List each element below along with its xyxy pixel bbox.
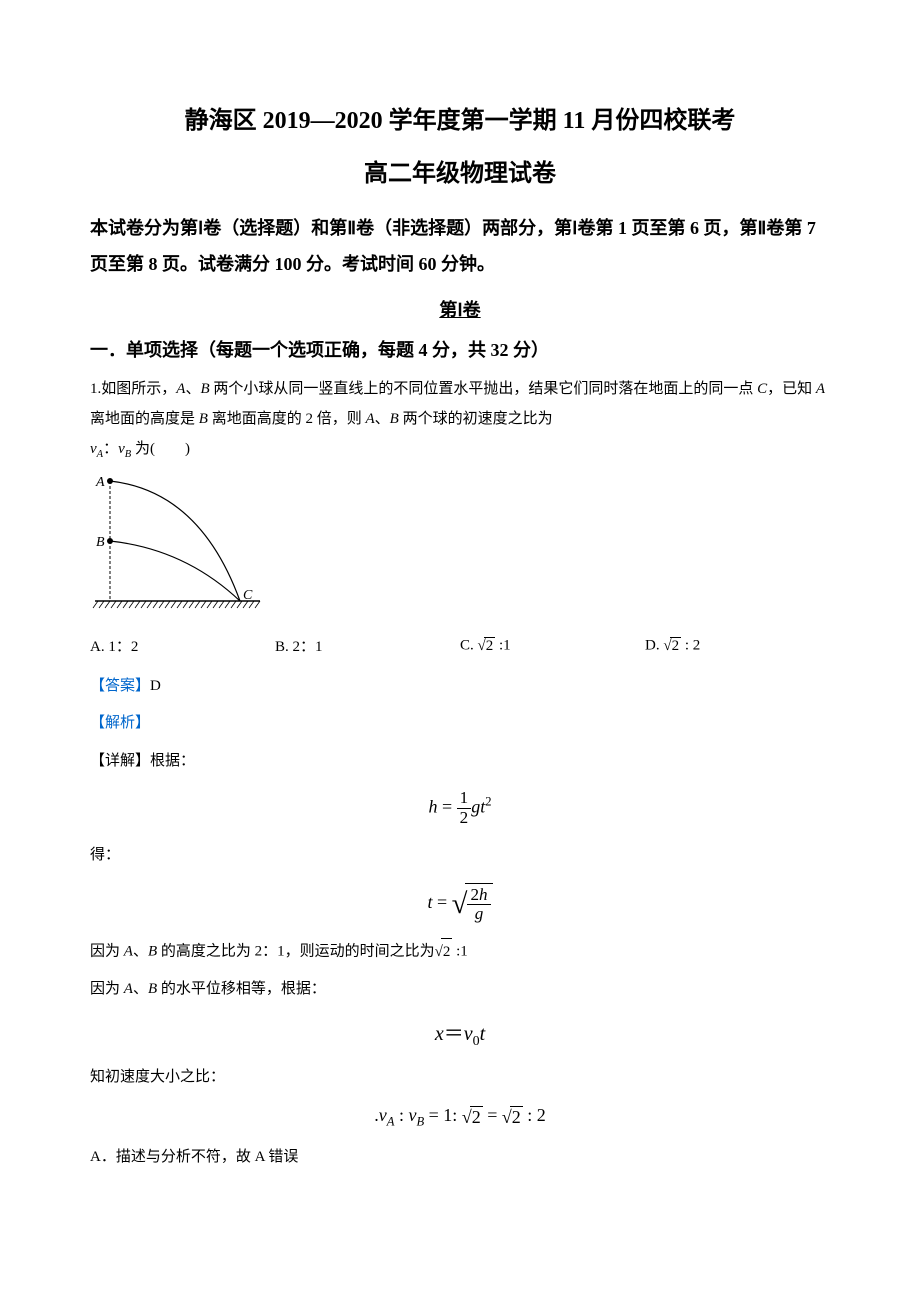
f3-sub: 0 <box>473 1034 480 1049</box>
formula-2: t = √2hg <box>90 883 830 925</box>
ratio-vb: v <box>118 441 125 457</box>
f2-eq: = <box>432 892 451 912</box>
q-body-mid1: 、 <box>185 381 200 397</box>
f1-den: 2 <box>457 809 472 828</box>
f1-num: 1 <box>457 789 472 809</box>
detail-line-5: 知初速度大小之比： <box>90 1064 830 1091</box>
formula-1: h = 12gt2 <box>90 789 830 828</box>
answer-value: D <box>150 678 161 694</box>
question-number: 1. <box>90 381 101 397</box>
l3-sqrt: √2 <box>435 938 453 966</box>
f4-va: v <box>379 1105 387 1125</box>
f3-v: v <box>464 1023 473 1045</box>
opt-A-text: 1：2 <box>108 639 138 655</box>
option-A: A. 1：2 <box>90 635 275 656</box>
f3-t: t <box>480 1023 486 1045</box>
detail-line-3: 因为 A、B 的高度之比为 2：1，则运动的时间之比为√2 :1 <box>90 938 830 966</box>
option-B: B. 2：1 <box>275 635 460 656</box>
formula-3: x＝v0t <box>90 1017 830 1050</box>
q-body-mid3: ，已知 <box>767 381 816 397</box>
f3-x: x <box>435 1023 444 1045</box>
f4-sqrt2: √2 <box>502 1106 523 1128</box>
var-B2: B <box>199 411 208 427</box>
l3-B: B <box>148 944 157 960</box>
opt-C-tail: :1 <box>495 637 510 653</box>
l3-A: A <box>124 944 133 960</box>
opt-A-label: A. <box>90 639 108 655</box>
ratio-colon: ： <box>103 441 118 457</box>
l3-pre: 因为 <box>90 944 124 960</box>
f4-tail: : 2 <box>523 1105 546 1125</box>
f4-eq2: = <box>483 1105 502 1125</box>
l4-mid: 、 <box>133 981 148 997</box>
f1-frac: 12 <box>457 789 472 828</box>
svg-text:A: A <box>95 475 105 490</box>
f4-eq: = 1: <box>424 1105 462 1125</box>
l3-mid: 、 <box>133 944 148 960</box>
f2-den: g <box>467 905 490 924</box>
question-1-diagram: A B C <box>90 471 830 621</box>
detail-label: 【详解】 <box>90 753 150 769</box>
f4-sb: B <box>416 1115 424 1129</box>
formula-4: .vA : vB = 1: √2 = √2 : 2 <box>90 1105 830 1130</box>
exam-title-sub: 高二年级物理试卷 <box>90 153 830 188</box>
l4-B: B <box>148 981 157 997</box>
q-body-mid5: 离地面高度的 2 倍，则 <box>208 411 366 427</box>
exam-title-main: 静海区 2019—2020 学年度第一学期 11 月份四校联考 <box>90 100 830 135</box>
part-heading: 一．单项选择（每题一个选项正确，每题 4 分，共 32 分） <box>90 336 830 362</box>
opt-D-sqrt: √2 <box>663 637 681 655</box>
var-C: C <box>757 381 767 397</box>
f4-sqrt1: √2 <box>462 1106 483 1128</box>
question-1-text: 1.如图所示，A、B 两个小球从同一竖直线上的不同位置水平抛出，结果它们同时落在… <box>90 374 830 465</box>
l4-A: A <box>124 981 133 997</box>
detail-line-6: A．描述与分析不符，故 A 错误 <box>90 1144 830 1171</box>
detail-line-1: 【详解】根据： <box>90 748 830 775</box>
f4-c1: : <box>394 1105 408 1125</box>
f1-sup: 2 <box>485 794 491 808</box>
analysis-line: 【解析】 <box>90 711 830 732</box>
question-1-options: A. 1：2 B. 2：1 C. √2 :1 D. √2 : 2 <box>90 635 830 656</box>
q-body-pre: 如图所示， <box>101 381 176 397</box>
detail-line-4: 因为 A、B 的水平位移相等，根据： <box>90 976 830 1003</box>
l4-pre: 因为 <box>90 981 124 997</box>
q-body-mid6: 、 <box>375 411 390 427</box>
svg-text:B: B <box>96 535 105 550</box>
answer-bracket: 【答案】 <box>90 678 150 694</box>
var-A3: A <box>365 411 374 427</box>
answer-line: 【答案】D <box>90 674 830 695</box>
option-C: C. √2 :1 <box>460 637 645 655</box>
opt-C-sqrt: √2 <box>478 637 496 655</box>
var-A2: A <box>816 381 825 397</box>
f1-g: g <box>471 796 480 816</box>
q-body-mid4: 离地面的高度是 <box>90 411 199 427</box>
l3-post: 的高度之比为 2：1，则运动的时间之比为 <box>157 944 435 960</box>
q-body-mid7: 两个球的初速度之比为 <box>399 411 553 427</box>
f1-eq: = <box>437 796 456 816</box>
opt-B-text: 2：1 <box>293 639 323 655</box>
ratio-va: v <box>90 441 97 457</box>
var-B3: B <box>390 411 399 427</box>
opt-C-label: C. <box>460 637 478 653</box>
opt-D-label: D. <box>645 637 663 653</box>
l4-post: 的水平位移相等，根据： <box>157 981 326 997</box>
f2-num: 2h <box>467 886 490 906</box>
opt-D-tail: : 2 <box>681 637 700 653</box>
q-body-mid2: 两个小球从同一竖直线上的不同位置水平抛出，结果它们同时落在地面上的同一点 <box>210 381 758 397</box>
l3-ratio: :1 <box>452 944 467 960</box>
exam-intro: 本试卷分为第Ⅰ卷（选择题）和第Ⅱ卷（非选择题）两部分，第Ⅰ卷第 1 页至第 6 … <box>90 210 830 282</box>
section-label: 第Ⅰ卷 <box>90 296 830 322</box>
f3-eq: ＝ <box>444 1023 464 1045</box>
opt-B-label: B. <box>275 639 293 655</box>
var-B: B <box>200 381 209 397</box>
detail-line-2: 得： <box>90 842 830 869</box>
detail-text-1: 根据： <box>150 753 195 769</box>
f2-sqrt: √2hg <box>452 883 493 925</box>
option-D: D. √2 : 2 <box>645 637 830 655</box>
ratio-tail: 为( ) <box>131 441 190 457</box>
